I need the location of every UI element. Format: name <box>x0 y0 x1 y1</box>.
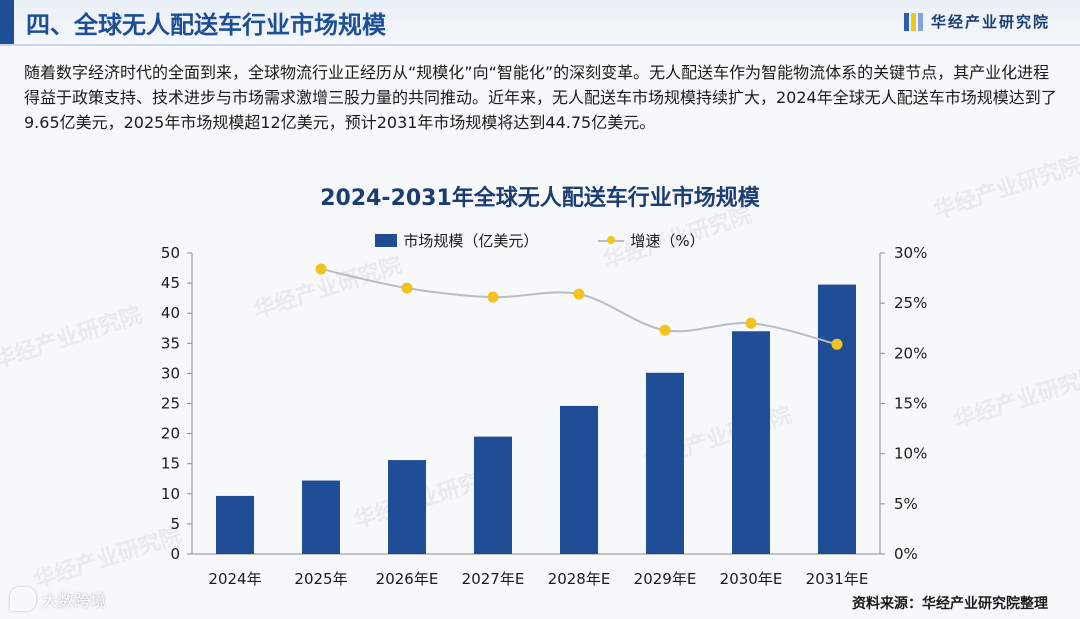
x-tick-label: 2025年 <box>294 570 347 588</box>
y-right-tick-label: 20% <box>894 344 927 362</box>
y-left-tick-label: 45 <box>161 274 180 292</box>
y-right-tick-label: 30% <box>894 244 927 262</box>
bar-market-size <box>732 331 770 554</box>
intro-paragraph: 随着数字经济时代的全面到来，全球物流行业正经历从“规模化”向“智能化”的深刻变革… <box>24 63 1057 132</box>
brand-name: 华经产业研究院 <box>930 13 1050 31</box>
x-tick-label: 2031年E <box>806 570 869 588</box>
legend-item-growth: 增速（%） <box>598 230 705 251</box>
brand: 华经产业研究院 <box>903 11 1050 32</box>
y-right-tick-label: 5% <box>894 495 918 513</box>
legend-item-market-size: 市场规模（亿美元） <box>375 230 538 251</box>
y-right-tick-label: 10% <box>894 445 927 463</box>
platform-watermark: 大数跨境 <box>10 587 106 611</box>
bar-market-size <box>216 495 254 554</box>
growth-rate-point <box>831 338 843 350</box>
brand-logo-icon <box>903 12 923 31</box>
bar-market-size <box>646 372 684 554</box>
bar-market-size <box>302 480 340 554</box>
x-tick-label: 2029年E <box>634 570 697 588</box>
x-tick-label: 2026年E <box>376 570 439 588</box>
y-right-tick-label: 25% <box>894 294 927 312</box>
growth-rate-point <box>315 263 327 275</box>
chat-bubble-icon <box>10 587 36 611</box>
y-left-tick-label: 0 <box>170 545 180 563</box>
bar-market-size <box>388 460 426 554</box>
bar-market-size <box>474 436 512 554</box>
y-left-tick-label: 5 <box>170 515 180 533</box>
y-left-tick-label: 25 <box>161 395 180 413</box>
growth-rate-point <box>401 282 413 294</box>
y-left-tick-label: 10 <box>161 485 180 503</box>
legend-label: 增速（%） <box>630 232 705 250</box>
source-note: 资料来源：华经产业研究院整理 <box>852 596 1048 612</box>
page-header: 四、全球无人配送车行业市场规模 华经产业研究院 <box>0 0 1080 44</box>
legend-bar-swatch <box>375 234 398 247</box>
bar-market-size <box>560 405 598 554</box>
y-right-tick-label: 0% <box>894 545 918 563</box>
x-tick-label: 2027年E <box>462 570 525 588</box>
header-divider <box>0 44 1080 46</box>
y-left-tick-label: 15 <box>161 455 180 473</box>
y-left-tick-label: 20 <box>161 425 180 443</box>
x-tick-label: 2028年E <box>548 570 611 588</box>
y-left-tick-label: 50 <box>161 244 180 262</box>
platform-watermark-label: 大数跨境 <box>42 591 107 610</box>
y-right-tick-label: 15% <box>894 395 927 413</box>
legend-label: 市场规模（亿美元） <box>403 232 539 250</box>
y-left-tick-label: 40 <box>161 304 180 322</box>
growth-rate-point <box>487 291 499 303</box>
chart-legend: 市场规模（亿美元） 增速（%） <box>0 230 1080 251</box>
growth-rate-point <box>573 288 585 300</box>
y-left-tick-label: 35 <box>161 334 180 352</box>
growth-rate-point <box>745 317 757 329</box>
bar-market-size <box>818 284 856 554</box>
page-title: 四、全球无人配送车行业市场规模 <box>26 11 386 39</box>
x-tick-label: 2024年 <box>208 570 261 588</box>
x-tick-label: 2030年E <box>720 570 783 588</box>
legend-line-swatch <box>598 234 625 247</box>
growth-rate-point <box>659 324 671 336</box>
header-accent-bar <box>0 0 14 44</box>
y-left-tick-label: 30 <box>161 364 180 382</box>
chart-title: 2024-2031年全球无人配送车行业市场规模 <box>320 186 760 211</box>
